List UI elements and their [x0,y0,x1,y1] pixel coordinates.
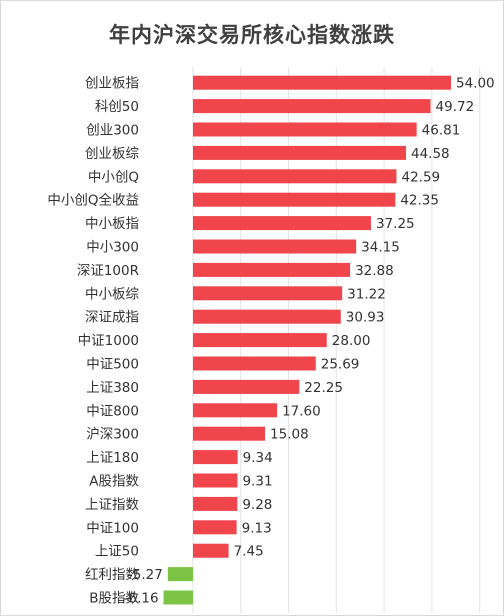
data-label: 44.58 [411,146,450,162]
category-label: A股指数 [89,474,139,490]
data-label: 22.25 [304,380,343,396]
bar [193,216,371,231]
bar [193,122,417,137]
data-label: -5.27 [128,567,163,583]
category-label: 沪深300 [86,427,139,443]
category-label: 创业板综 [85,146,139,162]
bar [193,99,431,114]
bar [193,333,327,348]
category-label: 上证380 [86,380,139,396]
data-label: 31.22 [347,286,386,302]
data-label: 30.93 [346,310,385,326]
category-label: 中小创Q全收益 [47,192,139,209]
category-label: 上证50 [95,544,139,560]
category-label: 中小创Q [88,169,139,185]
data-label: 28.00 [332,333,371,349]
data-label: 46.81 [422,123,461,139]
data-label: 54.00 [456,76,495,92]
bar [193,356,316,371]
bar [193,309,341,324]
bar [193,75,451,90]
category-label: 科创50 [95,99,139,115]
data-label: 15.08 [270,427,309,443]
bar [167,567,193,582]
bar [193,192,396,207]
category-label: 创业300 [86,123,139,139]
chart-title: 年内沪深交易所核心指数涨跌 [109,23,395,47]
category-label: 中证1000 [78,333,139,349]
data-label: 9.34 [243,450,273,466]
data-label: 49.72 [436,99,475,115]
bar [193,426,266,441]
category-label: 中小板指 [85,216,139,232]
category-label: 中小300 [86,240,139,256]
bar [193,379,300,394]
category-label: 中证100 [86,520,139,536]
bar [193,543,229,558]
bar [193,239,357,254]
bar [193,520,237,535]
category-label: 红利指数 [85,567,139,583]
data-label: 34.15 [361,240,400,256]
data-label: 9.13 [242,520,272,536]
category-label: 创业板指 [85,76,139,92]
category-label: 上证180 [86,450,139,466]
data-label: 9.28 [242,497,272,513]
category-label: 深证成指 [85,310,139,326]
category-label: B股指数 [89,591,139,607]
data-label: 42.59 [401,169,440,185]
data-label: 32.88 [355,263,394,279]
category-label: 中证800 [86,403,139,419]
category-label: 深证100R [77,263,139,279]
data-label: 37.25 [376,216,415,232]
data-label: 7.45 [234,544,264,560]
data-label: 25.69 [321,357,360,373]
bar [193,286,343,301]
data-label: -6.16 [124,591,159,607]
bar [193,145,406,160]
category-label: 中小板综 [85,286,139,302]
bar [193,496,238,511]
data-label: 42.35 [400,193,439,209]
bar [193,473,238,488]
category-label: 中证500 [86,357,139,373]
bar [193,450,238,465]
bar [193,169,397,184]
data-label: 17.60 [282,403,321,419]
category-label: 上证指数 [85,497,139,513]
bar [193,403,278,418]
bar [193,262,351,277]
bar [163,590,193,605]
data-label: 9.31 [242,474,272,490]
